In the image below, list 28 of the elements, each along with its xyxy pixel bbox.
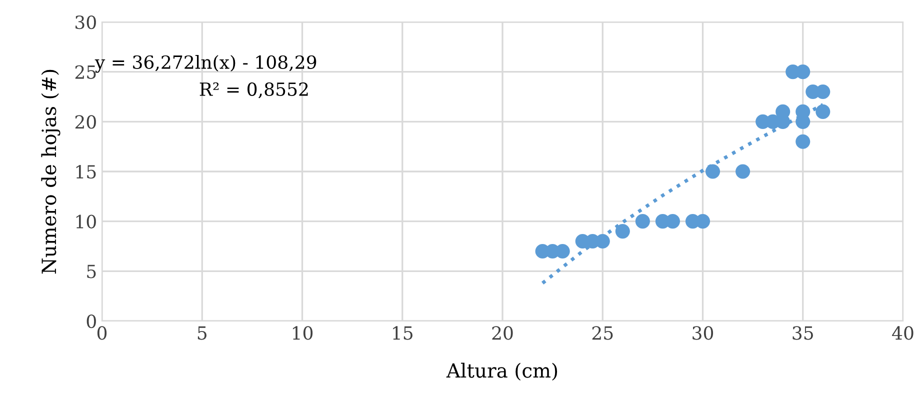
point (816, 104, 830, 119)
point (776, 104, 790, 119)
x-tick-label: 10 (292, 326, 313, 340)
point (796, 134, 810, 149)
x-tick-label: 0 (97, 326, 107, 340)
x-axis-title: Altura (cm) (446, 362, 558, 381)
y-axis-title: Numero de hojas (#) (41, 70, 60, 274)
point (615, 224, 630, 239)
x-tick-label: 40 (892, 326, 914, 340)
point (705, 164, 720, 179)
y-tick-label: 5 (87, 264, 96, 278)
y-tick-label: 15 (76, 164, 96, 179)
y-tick-label: 10 (76, 214, 96, 228)
y-tick-label: 30 (76, 15, 96, 30)
annotation: y = 36,272ln(x) - 108,29 (94, 54, 316, 73)
x-tick-label: 35 (792, 326, 813, 340)
annotation: R² = 0,8552 (200, 82, 308, 98)
point (635, 214, 650, 229)
x-tick-label: 20 (492, 326, 513, 340)
y-tick-label: 20 (75, 115, 96, 129)
x-tick-label: 15 (393, 326, 412, 340)
x-tick-label: 30 (692, 326, 714, 340)
x-tick-label: 25 (592, 326, 613, 340)
y-tick-label: 0 (86, 314, 96, 328)
x-tick-label: 5 (198, 326, 206, 340)
point (796, 64, 810, 80)
y-tick-label: 25 (75, 65, 96, 79)
point (736, 164, 750, 179)
